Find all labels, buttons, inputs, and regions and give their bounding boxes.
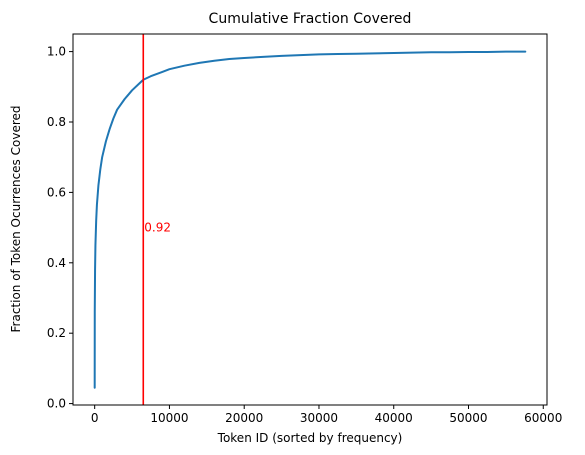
annotation-label: 0.92 <box>144 221 171 235</box>
y-tick-label: 0.0 <box>47 397 66 411</box>
x-tick-label: 40000 <box>375 411 413 425</box>
x-tick-label: 30000 <box>300 411 338 425</box>
chart-title: Cumulative Fraction Covered <box>209 11 412 27</box>
x-tick-label: 20000 <box>225 411 263 425</box>
x-axis: 0 10000 20000 30000 40000 50000 60000 <box>91 405 562 425</box>
x-tick-label: 50000 <box>449 411 487 425</box>
x-axis-label: Token ID (sorted by frequency) <box>217 431 403 445</box>
x-tick-label: 60000 <box>524 411 562 425</box>
plot-area: 0.92 <box>73 34 547 405</box>
x-tick-label: 10000 <box>150 411 188 425</box>
y-tick-label: 0.8 <box>47 115 66 129</box>
y-axis-label: Fraction of Token Ocurrences Covered <box>9 105 23 332</box>
y-axis: 0.0 0.2 0.4 0.6 0.8 1.0 <box>47 45 73 411</box>
y-tick-label: 0.6 <box>47 185 66 199</box>
y-tick-label: 1.0 <box>47 45 66 59</box>
y-tick-label: 0.2 <box>47 326 66 340</box>
y-tick-label: 0.4 <box>47 256 66 270</box>
x-tick-label: 0 <box>91 411 99 425</box>
axes-frame <box>73 34 547 405</box>
